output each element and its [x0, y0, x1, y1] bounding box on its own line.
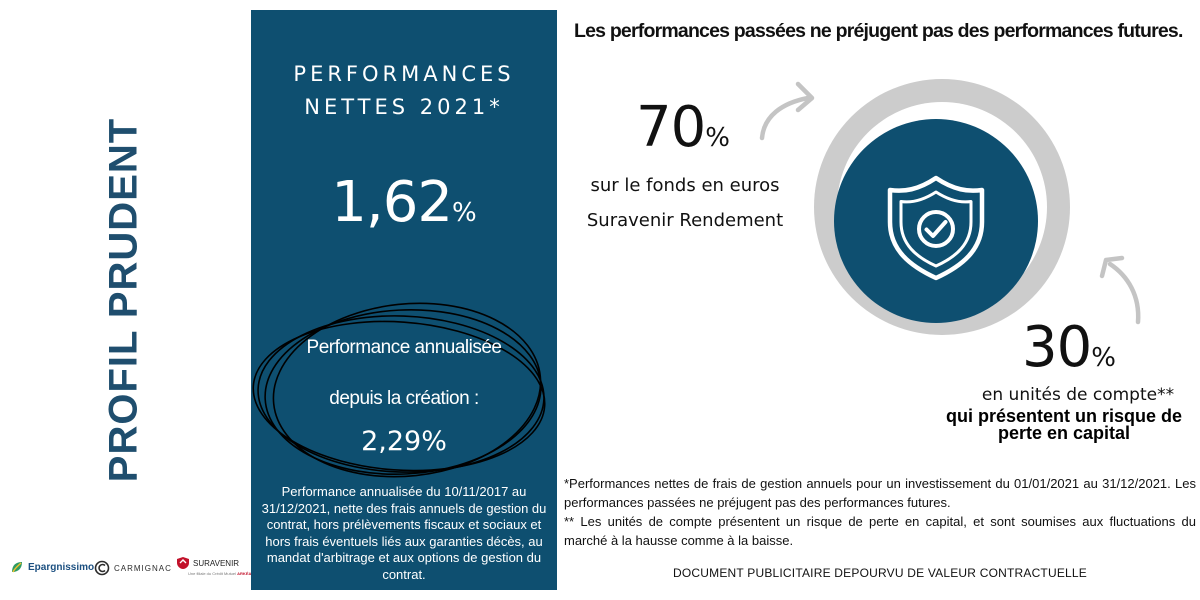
arrow-up-right-icon [759, 81, 815, 141]
euro-fund-label-line2: Suravenir Rendement [586, 210, 784, 231]
net-performance-value: 1,62% [251, 175, 557, 231]
carmignac-emblem-icon [94, 560, 110, 576]
suravenir-logo: SURAVENIR Une filiale du Crédit Mutuel A… [176, 556, 251, 576]
annualized-label-line2: depuis la création : [329, 388, 479, 409]
arrow-up-icon [1099, 255, 1141, 325]
net-performance-number: 1,62 [331, 170, 453, 235]
epargnissimo-logo: Epargnissimo [10, 560, 94, 574]
inner-disc [834, 119, 1038, 323]
suravenir-wordmark: SURAVENIR [193, 558, 240, 568]
unit-linked-percentage: 30% [1022, 320, 1116, 376]
document-notice: DOCUMENT PUBLICITAIRE DEPOURVU DE VALEUR… [673, 566, 1087, 580]
euro-fund-value: 70 [636, 95, 706, 160]
euro-fund-label-line1: sur le fonds en euros [590, 175, 780, 196]
unit-linked-label-line1: en unités de compte** [981, 385, 1175, 405]
annualized-value: 2,29% [361, 426, 447, 457]
annualized-label-line1: Performance annualisée [306, 337, 502, 358]
carmignac-wordmark: CARMIGNAC [114, 563, 172, 573]
performance-panel: PERFORMANCES NETTES 2021* 1,62% Performa… [251, 10, 557, 590]
allocation-graphic [759, 79, 1141, 335]
footnote-performance: *Performances nettes de frais de gestion… [564, 476, 1196, 510]
footnotes: *Performances nettes de frais de gestion… [564, 474, 1196, 550]
unit-linked-unit: % [1091, 343, 1116, 373]
footnote-unit-linked: ** Les unités de compte présentent un ri… [564, 514, 1196, 548]
euro-fund-unit: % [705, 123, 730, 153]
panel-heading: PERFORMANCES NETTES 2021* [293, 62, 515, 119]
past-performance-disclaimer: Les performances passées ne préjugent pa… [574, 20, 1183, 42]
euro-fund-percentage: 70% [636, 100, 730, 156]
epargnissimo-wordmark: Epargnissimo [28, 561, 95, 573]
shield-check-icon [887, 175, 985, 281]
hand-drawn-circle [252, 302, 546, 478]
unit-linked-value: 30 [1022, 315, 1092, 380]
epargnissimo-leaf-icon [12, 562, 22, 573]
unit-linked-risk-warning: qui présentent un risque de perte en cap… [945, 406, 1183, 443]
carmignac-logo: CARMIGNAC [94, 560, 172, 576]
suravenir-tagline: Une filiale du Crédit Mutuel ARKÉA [188, 571, 252, 576]
suravenir-emblem-icon [177, 557, 189, 569]
net-performance-unit: % [451, 198, 477, 228]
panel-note: Performance annualisée du 10/11/2017 au … [261, 484, 547, 582]
profile-title: PROFIL PRUDENT [101, 117, 146, 483]
